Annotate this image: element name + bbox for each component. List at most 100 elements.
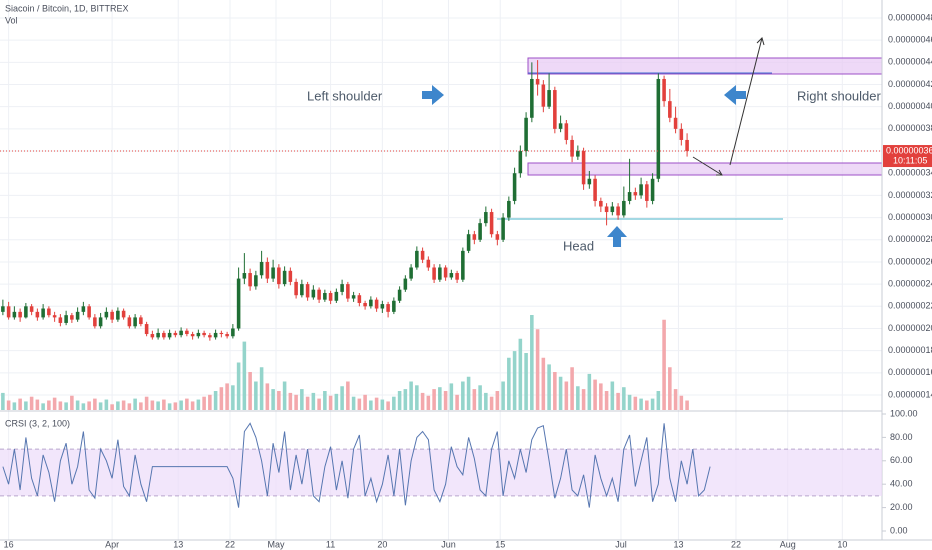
volume-bar (478, 385, 482, 410)
volume-bar (242, 341, 247, 410)
volume-bar (334, 393, 339, 410)
volume-bar (110, 404, 114, 410)
x-tick-label: Jun (441, 539, 456, 549)
candle-body (512, 173, 517, 201)
y-tick-label: 0.00000018 (888, 345, 932, 355)
volume-bar (685, 400, 689, 410)
x-tick-label: Apr (105, 539, 119, 549)
annotation: Left shoulder (307, 88, 383, 103)
candle-body (202, 332, 206, 336)
candle-body (507, 200, 511, 218)
candle-body (357, 295, 362, 303)
candle-body (18, 311, 22, 318)
last-price-label: 0.00000036 (886, 145, 932, 155)
volume-bar (202, 396, 206, 410)
candle-body (369, 299, 373, 307)
candle-body (501, 217, 505, 240)
candle-body (397, 289, 402, 301)
volume-bar (512, 351, 517, 410)
volume-bar (116, 401, 120, 410)
candle-body (288, 270, 293, 282)
volume-bar (518, 338, 523, 410)
x-tick-label: 22 (225, 539, 235, 549)
candle-body (633, 192, 638, 196)
volume-bar (29, 396, 34, 410)
candle-body (328, 292, 333, 301)
volume-bar (432, 389, 436, 410)
volume-bar (409, 381, 413, 410)
y2-tick-label: 40.00 (890, 479, 913, 489)
candle-body (242, 273, 247, 279)
volume-bar (156, 401, 160, 410)
y-tick-label: 0.00000016 (888, 367, 932, 377)
candle-body (81, 306, 86, 312)
candle-body (248, 273, 252, 287)
candle-body (179, 330, 183, 336)
volume-bar (150, 400, 155, 410)
candle-body (317, 289, 321, 300)
y2-tick-label: 20.00 (890, 502, 913, 512)
volume-bar (374, 397, 379, 410)
volume-bar (93, 398, 97, 410)
volume-bar (58, 401, 63, 410)
candle-body (24, 306, 28, 318)
volume-bar (277, 391, 281, 410)
volume-bar (495, 391, 500, 410)
volume-bar (472, 389, 477, 410)
x-tick-label: 13 (173, 539, 183, 549)
indicator-label: CRSI (3, 2, 100) (5, 418, 70, 428)
candle-body (271, 267, 275, 279)
candle-body (673, 117, 678, 129)
candle-body (472, 234, 477, 240)
candle-body (392, 300, 396, 312)
volume-bar (610, 381, 615, 410)
x-tick-label: May (267, 539, 285, 549)
y2-tick-label: 100.00 (890, 408, 918, 418)
candle-body (415, 250, 419, 268)
x-tick-label: 11 (326, 539, 335, 549)
candle-body (432, 267, 436, 280)
volume-bar (271, 389, 275, 410)
volume-bar (259, 367, 264, 410)
candle-body (196, 332, 201, 337)
volume-bar (133, 398, 137, 410)
volume-bar (461, 381, 465, 410)
volume-bar (18, 398, 22, 410)
candle-body (553, 90, 557, 129)
candle-body (167, 332, 172, 338)
pointer-arrow (422, 85, 444, 105)
annotation: Head (563, 238, 594, 253)
candle-body (277, 267, 281, 285)
volume-bar (351, 396, 356, 410)
candle-body (541, 84, 546, 107)
volume-bar (357, 398, 362, 410)
candle-body (656, 78, 661, 179)
candle-body (282, 270, 287, 285)
candle-body (110, 311, 114, 320)
candle-body (639, 184, 643, 196)
volume-bar (294, 394, 298, 410)
volume-bar (248, 372, 252, 410)
candle-body (340, 284, 344, 292)
volume-bar (208, 394, 212, 410)
candle-body (558, 123, 563, 129)
volume-bar (489, 396, 494, 410)
candle-body (87, 306, 91, 318)
candle-body (380, 304, 385, 309)
x-tick-label: Aug (780, 539, 796, 549)
volume-bar (282, 381, 287, 410)
volume-bar (564, 381, 569, 410)
projection-line (692, 156, 723, 176)
volume-bar (254, 381, 258, 410)
candle-body (12, 311, 17, 318)
volume-bar (507, 357, 511, 410)
candle-body (64, 315, 68, 323)
candle-body (547, 90, 551, 107)
volume-bar (231, 385, 235, 410)
candle-body (93, 317, 97, 327)
volume-bar (501, 381, 505, 410)
candle-body (6, 306, 11, 318)
candle-body (133, 317, 137, 327)
volume-bar (673, 389, 678, 410)
volume-bar (35, 399, 40, 410)
